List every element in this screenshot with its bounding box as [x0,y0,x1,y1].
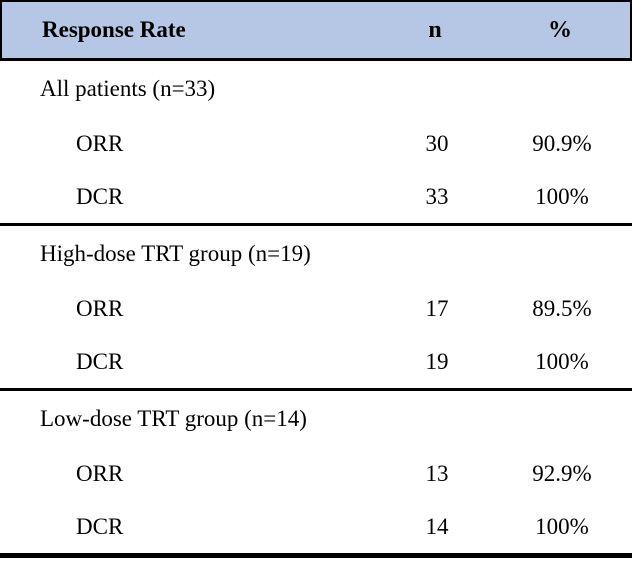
section-title: Low-dose TRT group (n=14) [40,406,307,431]
section-title-row: All patients (n=33) [0,61,632,117]
table-row: ORR 13 92.9% [0,447,632,500]
section-title-row: High-dose TRT group (n=19) [0,226,632,282]
header-n: n [428,16,442,43]
row-n-value: 33 [425,183,449,209]
table-row: DCR 33 100% [0,170,632,223]
row-percent-value: 100% [535,183,589,209]
row-label: ORR [76,130,124,156]
row-label: DCR [76,183,124,209]
row-percent-value: 100% [535,348,589,374]
row-percent-value: 92.9% [532,460,592,486]
section-title: High-dose TRT group (n=19) [40,241,311,266]
header-response-rate: Response Rate [42,17,186,42]
table-row: ORR 17 89.5% [0,282,632,335]
row-label: ORR [76,295,124,321]
row-n-value: 14 [425,513,449,539]
section-high-dose-trt: High-dose TRT group (n=19) ORR 17 89.5% … [0,226,632,391]
section-all-patients: All patients (n=33) ORR 30 90.9% DCR 33 … [0,61,632,226]
section-title: All patients (n=33) [40,76,216,101]
row-percent-value: 100% [535,513,589,539]
table-row: DCR 19 100% [0,335,632,388]
row-percent-value: 90.9% [532,130,592,156]
table-row: ORR 30 90.9% [0,117,632,170]
row-percent-value: 89.5% [532,295,592,321]
header-percent: % [548,16,572,43]
row-n-value: 17 [425,295,449,321]
row-n-value: 13 [425,460,449,486]
table-row: DCR 14 100% [0,500,632,553]
table-header-row: Response Rate n % [0,0,632,61]
row-label: ORR [76,460,124,486]
row-label: DCR [76,348,124,374]
row-n-value: 19 [425,348,449,374]
row-label: DCR [76,513,124,539]
section-title-row: Low-dose TRT group (n=14) [0,391,632,447]
section-low-dose-trt: Low-dose TRT group (n=14) ORR 13 92.9% D… [0,391,632,558]
row-n-value: 30 [425,130,449,156]
